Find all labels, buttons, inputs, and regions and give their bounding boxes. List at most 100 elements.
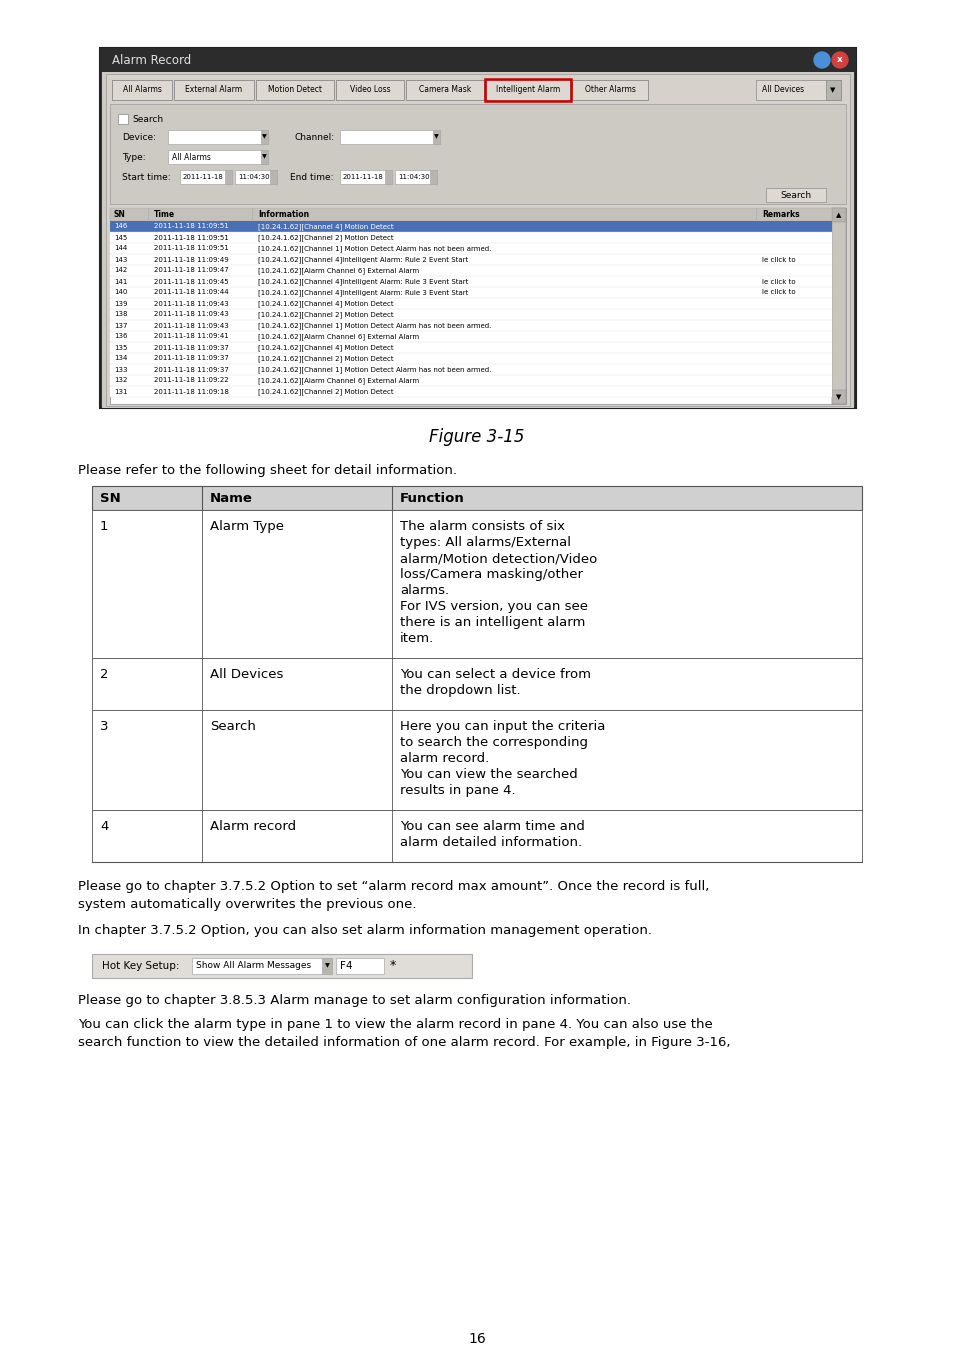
Bar [261, 130, 268, 144]
Text: results in pane 4.: results in pane 4. [399, 784, 515, 796]
Bar [110, 265, 831, 275]
Bar [339, 130, 439, 144]
Bar [110, 386, 831, 397]
Text: [10.24.1.62][Channel 2] Motion Detect: [10.24.1.62][Channel 2] Motion Detect [257, 389, 394, 394]
Text: 2011-11-18 11:09:18: 2011-11-18 11:09:18 [153, 389, 229, 394]
Text: Function: Function [399, 491, 464, 505]
Bar [110, 208, 831, 221]
Text: 2011-11-18 11:09:49: 2011-11-18 11:09:49 [153, 256, 229, 262]
Text: 2011-11-18 11:09:43: 2011-11-18 11:09:43 [153, 312, 229, 317]
Text: 132: 132 [113, 378, 128, 383]
Text: 134: 134 [113, 355, 128, 362]
Text: In chapter 3.7.5.2 Option, you can also set alarm information management operati: In chapter 3.7.5.2 Option, you can also … [78, 923, 651, 937]
Text: ▼: ▼ [434, 135, 438, 139]
Bar [110, 352, 831, 365]
Text: SN: SN [100, 491, 121, 505]
Text: [10.24.1.62][Channel 2] Motion Detect: [10.24.1.62][Channel 2] Motion Detect [257, 234, 394, 240]
Text: You can click the alarm type in pane 1 to view the alarm record in pane 4. You c: You can click the alarm type in pane 1 t… [78, 1018, 712, 1031]
Bar [110, 221, 831, 232]
Bar [192, 958, 332, 973]
Text: Alarm Record: Alarm Record [112, 54, 191, 66]
Text: 135: 135 [113, 344, 128, 351]
Text: 2011-11-18 11:09:51: 2011-11-18 11:09:51 [153, 235, 229, 240]
Text: Figure 3-15: Figure 3-15 [429, 428, 524, 446]
Text: For IVS version, you can see: For IVS version, you can see [399, 599, 587, 613]
Text: 137: 137 [113, 323, 128, 328]
Text: [10.24.1.62][Channel 2] Motion Detect: [10.24.1.62][Channel 2] Motion Detect [257, 355, 394, 362]
Circle shape [831, 53, 847, 68]
Bar [100, 49, 855, 408]
Bar [168, 150, 268, 163]
Text: 11:04:30: 11:04:30 [397, 174, 429, 180]
Text: [10.24.1.62][Channel 1] Motion Detect Alarm has not been armed.: [10.24.1.62][Channel 1] Motion Detect Al… [257, 246, 491, 252]
Bar [110, 232, 831, 243]
Bar [110, 288, 831, 298]
Text: Start time:: Start time: [122, 173, 171, 181]
Text: 2011-11-18 11:09:51: 2011-11-18 11:09:51 [153, 224, 229, 230]
Bar [110, 331, 831, 342]
Bar [110, 208, 845, 404]
Bar [118, 113, 128, 124]
Bar [110, 275, 831, 288]
Text: ▼: ▼ [261, 135, 266, 139]
Text: Camera Mask: Camera Mask [418, 85, 471, 94]
Text: 2011-11-18 11:09:37: 2011-11-18 11:09:37 [153, 355, 229, 362]
Text: Hot Key Setup:: Hot Key Setup: [102, 961, 179, 971]
Text: [10.24.1.62][Channel 4]Intelligent Alarm: Rule 2 Event Start: [10.24.1.62][Channel 4]Intelligent Alarm… [257, 256, 468, 263]
Text: to search the corresponding: to search the corresponding [399, 736, 587, 749]
Text: 140: 140 [113, 289, 128, 296]
Text: Here you can input the criteria: Here you can input the criteria [399, 720, 605, 733]
Bar [261, 150, 268, 163]
Text: Type:: Type: [122, 153, 146, 162]
Bar [168, 130, 268, 144]
Bar [110, 320, 831, 331]
Text: Alarm record: Alarm record [210, 819, 295, 833]
Text: Channel:: Channel: [294, 132, 335, 142]
Text: [10.24.1.62][Alarm Channel 6] External Alarm: [10.24.1.62][Alarm Channel 6] External A… [257, 267, 418, 274]
Text: 2011-11-18 11:09:41: 2011-11-18 11:09:41 [153, 333, 229, 339]
Text: All Devices: All Devices [761, 85, 803, 94]
Bar [91, 657, 862, 710]
Bar [395, 170, 436, 184]
Text: 144: 144 [113, 246, 127, 251]
Text: 2011-11-18: 2011-11-18 [343, 174, 383, 180]
Text: ▼: ▼ [261, 154, 266, 159]
Text: 4: 4 [100, 819, 109, 833]
Bar [234, 170, 276, 184]
Text: Search: Search [210, 720, 255, 733]
Bar [110, 104, 845, 204]
Text: ▼: ▼ [324, 964, 329, 968]
Text: Video Loss: Video Loss [350, 85, 390, 94]
Text: All Alarms: All Alarms [122, 85, 161, 94]
Text: 2011-11-18 11:09:44: 2011-11-18 11:09:44 [153, 289, 229, 296]
Text: 146: 146 [113, 224, 128, 230]
Bar [433, 130, 439, 144]
Text: 2: 2 [100, 668, 109, 680]
Bar [484, 80, 571, 101]
Text: Search: Search [132, 115, 163, 123]
Bar [572, 80, 647, 100]
Text: Device:: Device: [122, 132, 156, 142]
Bar [755, 80, 841, 100]
Text: 2011-11-18: 2011-11-18 [183, 174, 224, 180]
Bar [765, 188, 825, 202]
Text: 2011-11-18 11:09:37: 2011-11-18 11:09:37 [153, 366, 229, 373]
Bar [100, 49, 855, 72]
Text: [10.24.1.62][Alarm Channel 6] External Alarm: [10.24.1.62][Alarm Channel 6] External A… [257, 377, 418, 383]
Text: All Devices: All Devices [210, 668, 283, 680]
Bar [406, 80, 483, 100]
Text: alarms.: alarms. [399, 585, 449, 597]
Bar [831, 208, 845, 221]
Bar [102, 72, 853, 408]
Text: 131: 131 [113, 389, 128, 394]
Text: 143: 143 [113, 256, 128, 262]
Text: Please go to chapter 3.7.5.2 Option to set “alarm record max amount”. Once the r: Please go to chapter 3.7.5.2 Option to s… [78, 880, 709, 892]
Text: Show All Alarm Messages: Show All Alarm Messages [195, 961, 311, 971]
Text: [10.24.1.62][Channel 4] Motion Detect: [10.24.1.62][Channel 4] Motion Detect [257, 300, 394, 306]
Text: search function to view the detailed information of one alarm record. For exampl: search function to view the detailed inf… [78, 1035, 730, 1049]
Text: 3: 3 [100, 720, 109, 733]
Text: *: * [390, 960, 395, 972]
Text: [10.24.1.62][Channel 4]Intelligent Alarm: Rule 3 Event Start: [10.24.1.62][Channel 4]Intelligent Alarm… [257, 278, 468, 285]
Text: You can see alarm time and: You can see alarm time and [399, 819, 584, 833]
Text: Motion Detect: Motion Detect [268, 85, 322, 94]
